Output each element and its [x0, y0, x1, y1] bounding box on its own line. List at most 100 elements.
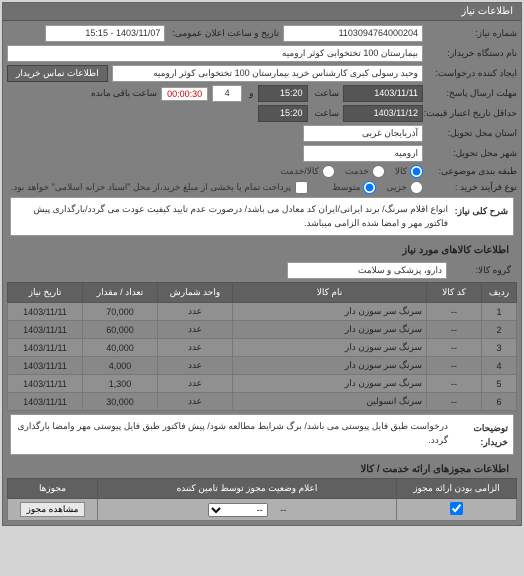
cell-name: سرنگ سر سوزن دار	[233, 357, 427, 375]
cell-qty: 4,000	[83, 357, 158, 375]
payment-note: پرداخت تمام یا بخشی از مبلغ خرید،از محل …	[11, 182, 291, 193]
proc-small-label: جزیی	[386, 182, 407, 193]
cat-service-label: خدمت	[345, 166, 369, 177]
table-row: 6--سرنگ انسولینعدد30,0001403/11/11	[8, 393, 517, 411]
col-date: تاریخ نیاز	[8, 283, 83, 303]
proc-medium-input[interactable]	[363, 181, 376, 194]
cell-qty: 60,000	[83, 321, 158, 339]
cat-service-input[interactable]	[372, 165, 385, 178]
validity-label: حداقل تاریخ اعتبار قیمت: تا تاریخ:	[427, 108, 517, 119]
cell-code: --	[427, 357, 482, 375]
and-label: و	[246, 88, 253, 99]
items-header-row: ردیف کد کالا نام کالا واحد شمارش تعداد /…	[8, 283, 517, 303]
col-unit: واحد شمارش	[158, 283, 233, 303]
cell-n: 3	[482, 339, 517, 357]
cell-unit: عدد	[158, 357, 233, 375]
cell-name: سرنگ سر سوزن دار	[233, 339, 427, 357]
time-label-1: ساعت	[312, 88, 340, 99]
cell-n: 4	[482, 357, 517, 375]
items-tbody: 1--سرنگ سر سوزن دارعدد70,0001403/11/112-…	[8, 303, 517, 411]
license-header-row: الزامی بودن ارائه مجوز اعلام وضعیت مجوز …	[8, 479, 517, 499]
cell-qty: 70,000	[83, 303, 158, 321]
col-qty: تعداد / مقدار	[83, 283, 158, 303]
deadline-date-field: 1403/11/11	[343, 85, 423, 102]
cell-name: سرنگ سر سوزن دار	[233, 321, 427, 339]
cell-qty: 30,000	[83, 393, 158, 411]
items-section-title: اطلاعات کالاهای مورد نیاز	[7, 239, 517, 259]
province-label: استان محل تحویل:	[427, 128, 517, 139]
cat-both-input[interactable]	[322, 165, 335, 178]
cat-all-label: کالا	[395, 166, 407, 177]
process-label: نوع فرآیند خرید :	[427, 182, 517, 193]
proc-small-radio[interactable]: جزیی	[386, 181, 423, 194]
license-table: الزامی بودن ارائه مجوز اعلام وضعیت مجوز …	[7, 478, 517, 521]
cell-code: --	[427, 303, 482, 321]
payment-checkbox[interactable]	[295, 181, 308, 194]
cat-all-input[interactable]	[410, 165, 423, 178]
cell-unit: عدد	[158, 339, 233, 357]
contact-buyer-button[interactable]: اطلاعات تماس خریدار	[7, 65, 108, 82]
cell-unit: عدد	[158, 321, 233, 339]
license-required-checkbox[interactable]	[450, 502, 463, 515]
cell-n: 1	[482, 303, 517, 321]
license-row: -- -- مشاهده مجوز	[8, 499, 517, 521]
need-info-panel: اطلاعات نیاز شماره نیاز: 110309476400020…	[2, 2, 522, 526]
cell-date: 1403/11/11	[8, 393, 83, 411]
cell-name: سرنگ سر سوزن دار	[233, 303, 427, 321]
cell-unit: عدد	[158, 303, 233, 321]
items-table: ردیف کد کالا نام کالا واحد شمارش تعداد /…	[7, 282, 517, 411]
cell-code: --	[427, 393, 482, 411]
summary-label: شرح کلی نیاز:	[448, 203, 508, 230]
table-row: 1--سرنگ سر سوزن دارعدد70,0001403/11/11	[8, 303, 517, 321]
remain-count: 4	[212, 85, 242, 102]
cell-qty: 40,000	[83, 339, 158, 357]
countdown-timer: 00:00:30	[161, 87, 208, 101]
city-field: ارومیه	[303, 145, 423, 162]
proc-medium-radio[interactable]: متوسط	[332, 181, 376, 194]
license-action-cell: مشاهده مجوز	[8, 499, 98, 521]
col-row: ردیف	[482, 283, 517, 303]
validity-date-field: 1403/11/12	[343, 105, 423, 122]
category-label: طبقه بندی موضوعی:	[427, 166, 517, 177]
table-row: 5--سرنگ سر سوزن دارعدد1,3001403/11/11	[8, 375, 517, 393]
cell-n: 6	[482, 393, 517, 411]
table-row: 4--سرنگ سر سوزن دارعدد4,0001403/11/11	[8, 357, 517, 375]
announce-field: 1403/11/07 - 15:15	[45, 25, 165, 42]
cell-unit: عدد	[158, 393, 233, 411]
buyer-note-label: توضیحات خریدار:	[448, 420, 508, 449]
cat-both-label: کالا/خدمت	[280, 166, 319, 177]
cell-date: 1403/11/11	[8, 303, 83, 321]
proc-medium-label: متوسط	[332, 182, 360, 193]
validity-time-field: 15:20	[258, 105, 308, 122]
lic-col-required: الزامی بودن ارائه مجوز	[397, 479, 517, 499]
col-name: نام کالا	[233, 283, 427, 303]
deadline-time-field: 15:20	[258, 85, 308, 102]
deadline-label: مهلت ارسال پاسخ:	[427, 88, 517, 99]
group-field: دارو، پزشکی و سلامت	[287, 262, 447, 279]
cell-date: 1403/11/11	[8, 375, 83, 393]
summary-box: شرح کلی نیاز: انواع اقلام سرنگ/ برند ایر…	[10, 197, 514, 236]
buyer-note-box: توضیحات خریدار: درخواست طبق فایل پیوستی …	[10, 414, 514, 455]
license-status-select[interactable]: --	[208, 503, 268, 517]
process-radio-group: جزیی متوسط	[332, 181, 423, 194]
cat-both-radio[interactable]: کالا/خدمت	[280, 165, 335, 178]
license-required-cell	[397, 499, 517, 521]
buyer-label: نام دستگاه خریدار:	[427, 48, 517, 59]
panel-title: اطلاعات نیاز	[461, 6, 513, 17]
announce-label: تاریخ و ساعت اعلان عمومی:	[169, 28, 279, 39]
group-label: گروه کالا:	[451, 265, 511, 276]
cell-code: --	[427, 375, 482, 393]
cat-all-radio[interactable]: کالا	[395, 165, 423, 178]
creator-field: وحید رسولی کبری کارشناس خرید بیمارستان 1…	[112, 65, 423, 82]
table-row: 2--سرنگ سر سوزن دارعدد60,0001403/11/11	[8, 321, 517, 339]
buyer-field: بیمارستان 100 تختخوابی کوثر ارومیه	[7, 45, 423, 62]
table-row: 3--سرنگ سر سوزن دارعدد40,0001403/11/11	[8, 339, 517, 357]
view-license-button[interactable]: مشاهده مجوز	[20, 502, 86, 517]
cat-service-radio[interactable]: خدمت	[345, 165, 385, 178]
lic-col-status: اعلام وضعیت مجوز توسط تامین کننده	[98, 479, 397, 499]
category-radio-group: کالا خدمت کالا/خدمت	[280, 165, 423, 178]
buyer-note-text: درخواست طبق فایل پیوستی می باشد/ برگ شرا…	[16, 420, 448, 449]
remain-label: ساعت باقی مانده	[88, 88, 157, 99]
proc-small-input[interactable]	[410, 181, 423, 194]
payment-checkbox-item[interactable]: پرداخت تمام یا بخشی از مبلغ خرید،از محل …	[11, 181, 308, 194]
